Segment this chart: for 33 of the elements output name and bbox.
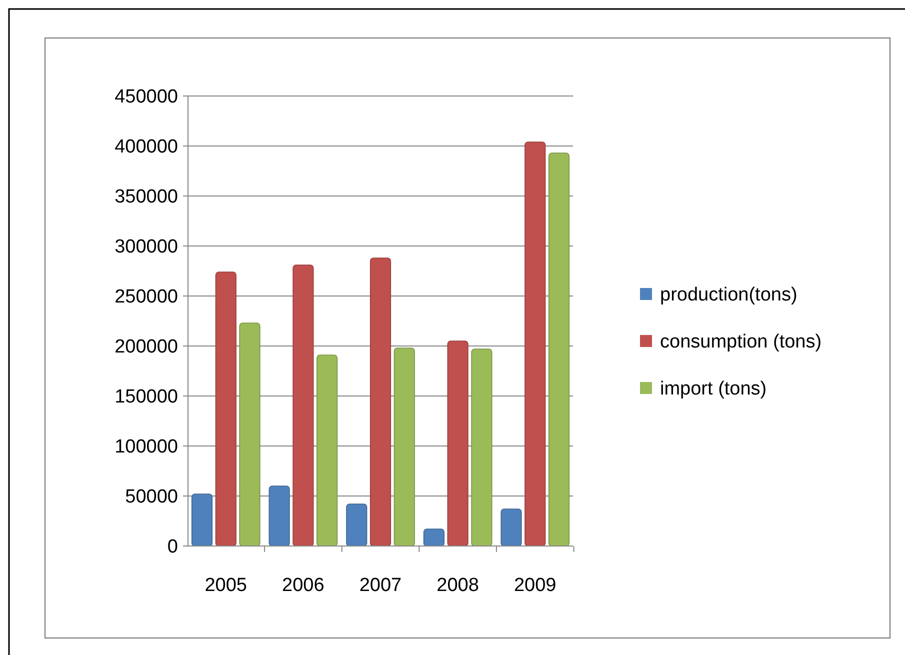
x-tick-label: 2005: [204, 575, 248, 596]
bar: [292, 264, 314, 546]
bar: [346, 504, 368, 546]
y-tick-label: 450000: [114, 86, 178, 108]
bar: [394, 348, 415, 546]
bar: [370, 258, 392, 546]
bar: [215, 272, 236, 546]
y-tick-label: 250000: [114, 286, 178, 308]
x-tick-label: 2008: [436, 575, 479, 596]
y-tick-label: 200000: [114, 336, 178, 358]
x-tick-label: 2007: [359, 575, 402, 596]
bar: [524, 142, 546, 546]
bar: [471, 348, 492, 546]
bar: [316, 354, 338, 546]
y-tick-label: 50000: [125, 486, 178, 508]
bar: [423, 528, 444, 546]
bar: [239, 322, 260, 546]
y-tick-label: 0: [167, 536, 178, 558]
legend-label: import (tons): [660, 378, 767, 400]
bar: [500, 508, 522, 546]
y-tick-label: 100000: [114, 436, 178, 458]
y-tick-label: 150000: [114, 386, 178, 408]
x-tick-label: 2009: [514, 575, 556, 596]
y-tick-label: 300000: [114, 236, 178, 258]
bar: [548, 152, 570, 546]
bar: [447, 340, 468, 546]
x-tick-label: 2006: [282, 575, 324, 596]
legend-label: consumption (tons): [660, 332, 822, 353]
legend-label: production(tons): [660, 284, 798, 306]
bar: [268, 486, 290, 546]
y-tick-label: 350000: [114, 186, 178, 208]
bar: [191, 494, 213, 546]
y-tick-label: 400000: [114, 136, 178, 158]
